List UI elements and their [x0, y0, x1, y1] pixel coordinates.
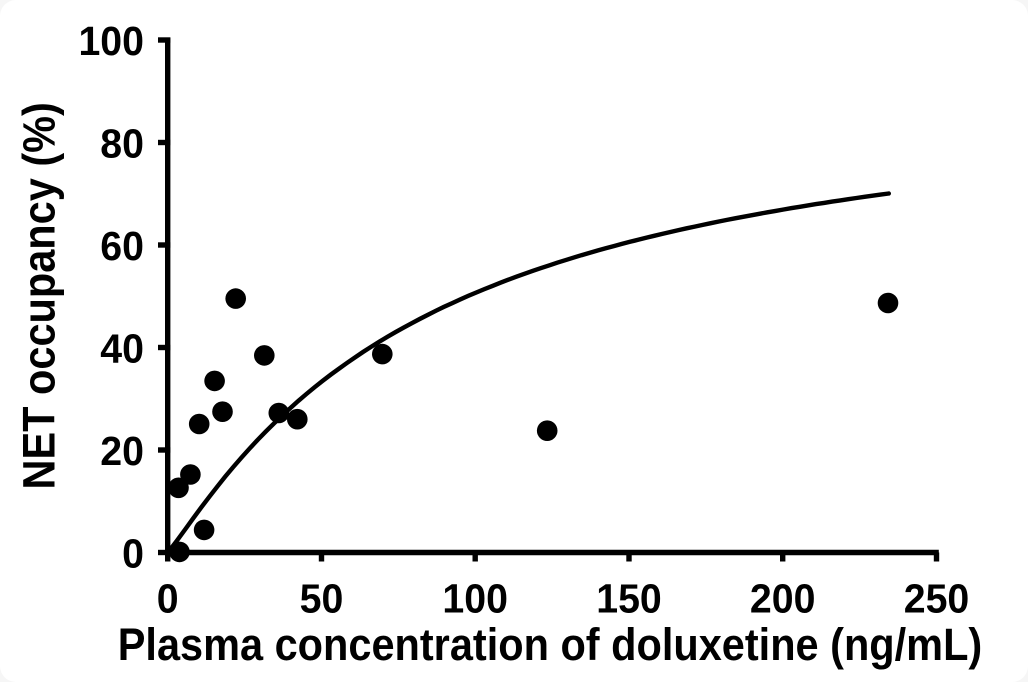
svg-text:NET occupancy (%): NET occupancy (%)	[15, 102, 65, 489]
svg-text:60: 60	[100, 224, 144, 269]
svg-text:100: 100	[78, 19, 144, 64]
svg-text:Plasma concentration of doluxe: Plasma concentration of doluxetine (ng/m…	[118, 620, 982, 670]
svg-text:0: 0	[122, 532, 144, 577]
svg-text:0: 0	[157, 577, 179, 622]
svg-text:200: 200	[750, 577, 816, 622]
svg-text:100: 100	[442, 577, 508, 622]
svg-text:250: 250	[904, 577, 970, 622]
svg-text:80: 80	[100, 122, 144, 167]
svg-text:40: 40	[100, 327, 144, 372]
svg-text:50: 50	[300, 577, 344, 622]
svg-text:150: 150	[596, 577, 662, 622]
svg-text:20: 20	[100, 429, 144, 474]
